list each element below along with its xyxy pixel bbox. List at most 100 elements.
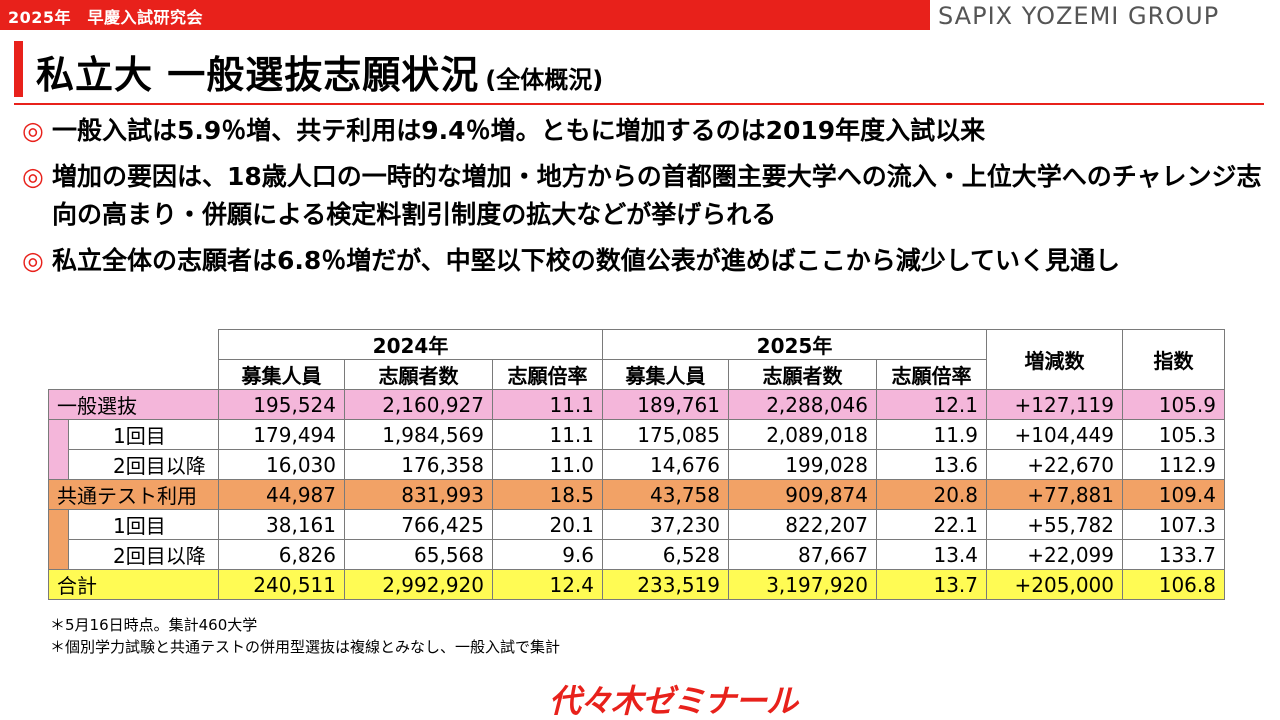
- ratio-2025-header: 志願倍率: [876, 359, 987, 390]
- cell: 822,207: [728, 509, 877, 540]
- cell: 199,028: [728, 449, 877, 480]
- row-label: 合計: [48, 569, 219, 600]
- cell: 43,758: [602, 479, 729, 510]
- title-accent-bar: [14, 41, 23, 97]
- cell: 195,524: [218, 389, 345, 420]
- cell: 112.9: [1122, 449, 1225, 480]
- cell: 22.1: [876, 509, 987, 540]
- cell: 133.7: [1122, 539, 1225, 570]
- double-circle-icon: ◎: [22, 116, 44, 145]
- cell: 106.8: [1122, 569, 1225, 600]
- cell: 109.4: [1122, 479, 1225, 510]
- year-2024-header: 2024年: [218, 329, 603, 360]
- cell: 831,993: [344, 479, 493, 510]
- cell: 766,425: [344, 509, 493, 540]
- table-row: 共通テスト利用 44,987 831,993 18.5 43,758 909,8…: [48, 479, 1225, 510]
- table-row: 2回目以降 16,030 176,358 11.0 14,676 199,028…: [49, 449, 1225, 480]
- applicants-2024-header: 志願者数: [344, 359, 493, 390]
- cell: 189,761: [602, 389, 729, 420]
- cell: +205,000: [986, 569, 1123, 600]
- cell: 65,568: [344, 539, 493, 570]
- cell: 37,230: [602, 509, 729, 540]
- group-stub: [48, 509, 69, 570]
- bullet-item: ◎ 一般入試は5.9％増、共テ利用は9.4％増。ともに増加するのは2019年度入…: [22, 112, 1272, 150]
- cell: +55,782: [986, 509, 1123, 540]
- cell: 11.1: [492, 389, 603, 420]
- row-label: 共通テスト利用: [48, 479, 219, 510]
- page-title: 私立大 一般選抜志願状況 (全体概況): [36, 44, 603, 99]
- cell: 87,667: [728, 539, 877, 570]
- cell: 12.4: [492, 569, 603, 600]
- applicant-stats-table: 2024年 2025年 増減数 指数 募集人員 志願者数 志願倍率 募集人員 志…: [48, 329, 1225, 600]
- cell: +127,119: [986, 389, 1123, 420]
- cell: 240,511: [218, 569, 345, 600]
- cell: 179,494: [218, 419, 345, 450]
- cell: 176,358: [344, 449, 493, 480]
- applicants-2025-header: 志願者数: [728, 359, 877, 390]
- bullet-text: 私立全体の志願者は6.8％増だが、中堅以下校の数値公表が進めばここから減少してい…: [52, 246, 1121, 275]
- bullet-list: ◎ 一般入試は5.9％増、共テ利用は9.4％増。ともに増加するのは2019年度入…: [22, 112, 1272, 288]
- footnote: ＊5月16日時点。集計460大学: [50, 616, 258, 634]
- footer-logo: 代々木ゼミナール: [549, 682, 798, 720]
- table-row: 一般選抜 195,524 2,160,927 11.1 189,761 2,28…: [48, 389, 1225, 420]
- cell: 233,519: [602, 569, 729, 600]
- title-divider: [14, 103, 1264, 105]
- bullet-text: 増加の要因は、18歳人口の一時的な増加・地方からの首都圏主要大学への流入・上位大…: [52, 162, 1262, 229]
- top-banner: 2025年 早慶入試研究会: [0, 0, 930, 30]
- capacity-2025-header: 募集人員: [602, 359, 729, 390]
- cell: +104,449: [986, 419, 1123, 450]
- cell: 12.1: [876, 389, 987, 420]
- bullet-item: ◎ 私立全体の志願者は6.8％増だが、中堅以下校の数値公表が進めばここから減少し…: [22, 242, 1272, 280]
- cell: 11.9: [876, 419, 987, 450]
- footnote: ＊個別学力試験と共通テストの併用型選抜は複線とみなし、一般入試で集計: [50, 638, 561, 656]
- cell: 6,826: [218, 539, 345, 570]
- cell: 11.1: [492, 419, 603, 450]
- index-header: 指数: [1122, 329, 1225, 390]
- footnotes: ＊5月16日時点。集計460大学 ＊個別学力試験と共通テストの併用型選抜は複線と…: [50, 614, 560, 658]
- row-label: 2回目以降: [68, 539, 219, 570]
- row-label: 1回目: [68, 509, 219, 540]
- table-row-total: 合計 240,511 2,992,920 12.4 233,519 3,197,…: [48, 569, 1225, 600]
- cell: 105.3: [1122, 419, 1225, 450]
- cell: 20.1: [492, 509, 603, 540]
- double-circle-icon: ◎: [22, 162, 44, 191]
- cell: 2,089,018: [728, 419, 877, 450]
- cell: 44,987: [218, 479, 345, 510]
- table-row: 2回目以降 6,826 65,568 9.6 6,528 87,667 13.4…: [49, 539, 1225, 570]
- cell: 16,030: [218, 449, 345, 480]
- cell: 9.6: [492, 539, 603, 570]
- year-2025-header: 2025年: [602, 329, 987, 360]
- cell: 175,085: [602, 419, 729, 450]
- cell: +22,670: [986, 449, 1123, 480]
- cell: 107.3: [1122, 509, 1225, 540]
- table-row: 1回目 179,494 1,984,569 11.1 175,085 2,089…: [48, 419, 1225, 480]
- capacity-2024-header: 募集人員: [218, 359, 345, 390]
- title-main: 私立大 一般選抜志願状況: [36, 53, 480, 97]
- cell: 14,676: [602, 449, 729, 480]
- cell: 13.7: [876, 569, 987, 600]
- cell: 105.9: [1122, 389, 1225, 420]
- cell: 1,984,569: [344, 419, 493, 450]
- bullet-item: ◎ 増加の要因は、18歳人口の一時的な増加・地方からの首都圏主要大学への流入・上…: [22, 158, 1272, 234]
- ratio-2024-header: 志願倍率: [492, 359, 603, 390]
- event-label: 2025年 早慶入試研究会: [8, 8, 204, 27]
- cell: 20.8: [876, 479, 987, 510]
- brand-logo: SAPIX YOZEMI GROUP: [938, 2, 1220, 30]
- cell: 13.4: [876, 539, 987, 570]
- row-label: 1回目: [68, 419, 219, 450]
- header-row-years: 2024年 2025年 増減数 指数: [48, 329, 1225, 390]
- cell: 2,992,920: [344, 569, 493, 600]
- cell: 13.6: [876, 449, 987, 480]
- bullet-text: 一般入試は5.9％増、共テ利用は9.4％増。ともに増加するのは2019年度入試以…: [52, 116, 986, 145]
- cell: 11.0: [492, 449, 603, 480]
- cell: 909,874: [728, 479, 877, 510]
- row-label: 2回目以降: [68, 449, 219, 480]
- cell: +22,099: [986, 539, 1123, 570]
- table-row: 1回目 38,161 766,425 20.1 37,230 822,207 2…: [48, 509, 1225, 570]
- group-stub: [48, 419, 69, 480]
- diff-header: 増減数: [986, 329, 1123, 390]
- cell: 18.5: [492, 479, 603, 510]
- cell: 2,288,046: [728, 389, 877, 420]
- double-circle-icon: ◎: [22, 246, 44, 275]
- cell: 6,528: [602, 539, 729, 570]
